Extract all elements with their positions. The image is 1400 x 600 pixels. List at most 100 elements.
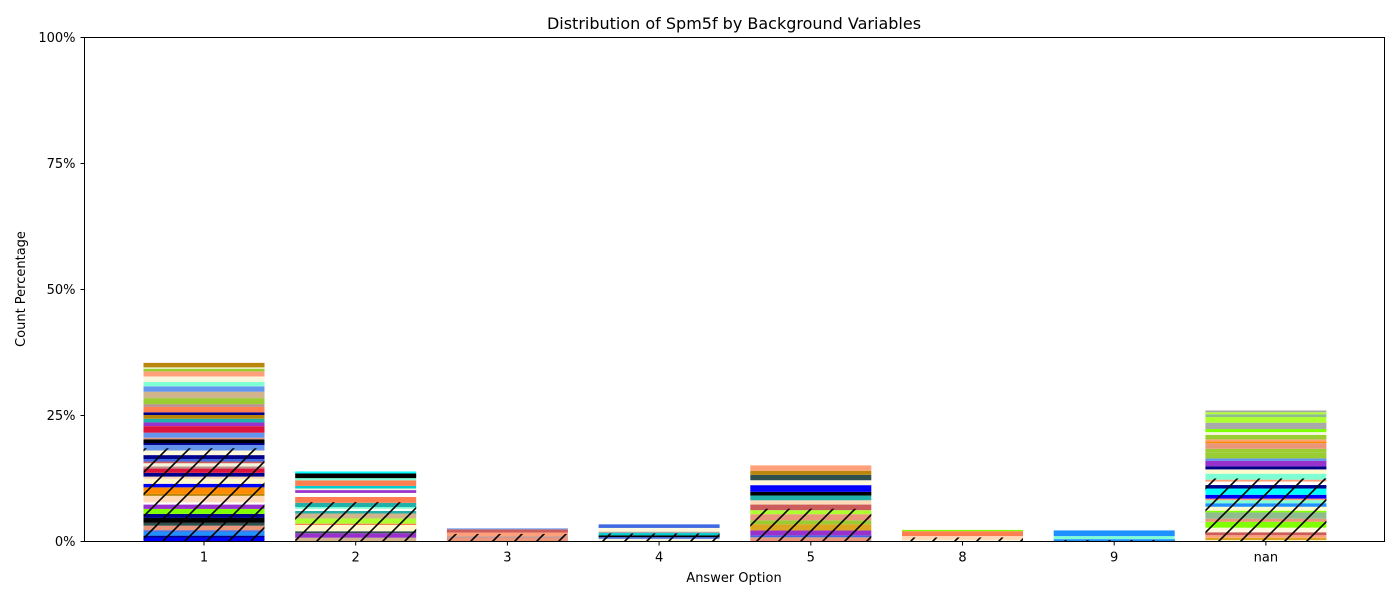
- bar-segment: [1205, 439, 1327, 442]
- bar-segment: [1205, 429, 1327, 433]
- chart-title: Distribution of Spm5f by Background Vari…: [547, 14, 921, 33]
- y-axis-label: Count Percentage: [14, 231, 29, 347]
- bar-segment: [143, 378, 265, 382]
- bar-segment: [1205, 469, 1327, 474]
- y-tick-label: 0%: [55, 535, 76, 550]
- bar-segment: [598, 524, 720, 528]
- bar-hatch-overlay: [598, 533, 720, 542]
- bar-segment: [143, 412, 265, 415]
- bar-5: [750, 465, 872, 542]
- bar-segment: [1053, 530, 1175, 537]
- bar-segment: [1205, 443, 1327, 449]
- bar-segment: [143, 391, 265, 399]
- bar-4: [598, 524, 720, 542]
- bar-segment: [1205, 466, 1327, 470]
- bar-segment: [1205, 434, 1327, 440]
- bar-segment: [1205, 417, 1327, 423]
- bar-nan: [1205, 410, 1327, 542]
- bar-segment: [143, 432, 265, 438]
- bar-segment: [750, 495, 872, 501]
- bar-segment: [1205, 432, 1327, 435]
- bar-segment: [1205, 412, 1327, 415]
- bar-segment: [295, 490, 417, 493]
- bar-segment: [143, 422, 265, 427]
- y-tick-label: 75%: [47, 157, 76, 172]
- bar-segment: [598, 531, 720, 534]
- x-tick-label: 8: [958, 551, 966, 566]
- bar-9: [1053, 530, 1175, 542]
- bar-segment: [143, 443, 265, 446]
- bar-hatch-overlay: [446, 533, 568, 542]
- bar-1: [143, 362, 265, 542]
- y-tick-label: 50%: [47, 283, 76, 298]
- bar-segment: [1205, 422, 1327, 430]
- bar-segment: [143, 404, 265, 407]
- bar-hatch-overlay: [1205, 478, 1327, 542]
- x-tick-label: nan: [1254, 551, 1278, 566]
- bar-segment: [750, 474, 872, 481]
- bar-segment: [143, 426, 265, 433]
- bar-segment: [295, 492, 417, 497]
- bar-segment: [143, 415, 265, 419]
- bar-hatch-overlay: [295, 502, 417, 542]
- bar-hatch-overlay: [143, 448, 265, 542]
- bar-segment: [1205, 441, 1327, 444]
- x-tick-label: 2: [352, 551, 360, 566]
- bar-segment: [143, 439, 265, 444]
- bar-segment: [143, 371, 265, 377]
- bar-segment: [295, 488, 417, 491]
- bar-segment: [1205, 452, 1327, 459]
- bar-segment: [1205, 410, 1327, 413]
- bar-hatch-overlay: [1053, 539, 1175, 542]
- bar-segment: [143, 418, 265, 423]
- bar-segment: [750, 470, 872, 475]
- bar-hatch-overlay: [750, 508, 872, 542]
- bar-segment: [295, 496, 417, 503]
- bar-segment: [143, 386, 265, 392]
- bar-segment: [750, 480, 872, 486]
- bars-group: [143, 362, 1327, 542]
- bar-segment: [1205, 414, 1327, 418]
- bar-segment: [143, 406, 265, 413]
- bar-segment: [143, 445, 265, 451]
- y-tick-label: 100%: [38, 31, 75, 46]
- bar-segment: [750, 485, 872, 492]
- bar-2: [295, 471, 417, 542]
- bar-segment: [598, 527, 720, 532]
- bar-segment: [1053, 536, 1175, 540]
- x-tick-label: 9: [1110, 551, 1118, 566]
- bar-segment: [143, 376, 265, 379]
- plot-frame: [84, 37, 1385, 542]
- x-axis-label: Answer Option: [686, 571, 781, 586]
- bar-segment: [446, 529, 568, 533]
- bar-segment: [750, 491, 872, 496]
- bar-segment: [1205, 458, 1327, 461]
- bar-segment: [143, 367, 265, 369]
- bar-segment: [1205, 473, 1327, 480]
- x-tick-label: 5: [807, 551, 815, 566]
- bar-segment: [446, 528, 568, 530]
- bar-segment: [143, 437, 265, 440]
- y-axis-ticks: 0% 25% 50% 75% 100%: [38, 31, 85, 550]
- bar-segment: [143, 368, 265, 372]
- bar-segment: [143, 381, 265, 387]
- bar-segment: [1205, 460, 1327, 467]
- x-axis-ticks: 1 2 3 4 5 8 9 nan: [200, 541, 1278, 566]
- bar-segment: [295, 471, 417, 474]
- bar-segment: [750, 504, 872, 511]
- bar-segment: [295, 485, 417, 489]
- bar-3: [446, 528, 568, 542]
- x-tick-label: 1: [200, 551, 208, 566]
- bar-8: [902, 529, 1023, 542]
- bar-hatch-overlay: [902, 537, 1023, 542]
- y-tick-label: 25%: [47, 409, 76, 424]
- bar-segment: [295, 480, 417, 486]
- bar-segment: [902, 531, 1023, 537]
- bar-segment: [143, 398, 265, 405]
- bar-segment: [750, 465, 872, 471]
- bar-segment: [295, 473, 417, 479]
- bar-segment: [750, 500, 872, 505]
- bar-segment: [295, 478, 417, 481]
- x-tick-label: 4: [655, 551, 663, 566]
